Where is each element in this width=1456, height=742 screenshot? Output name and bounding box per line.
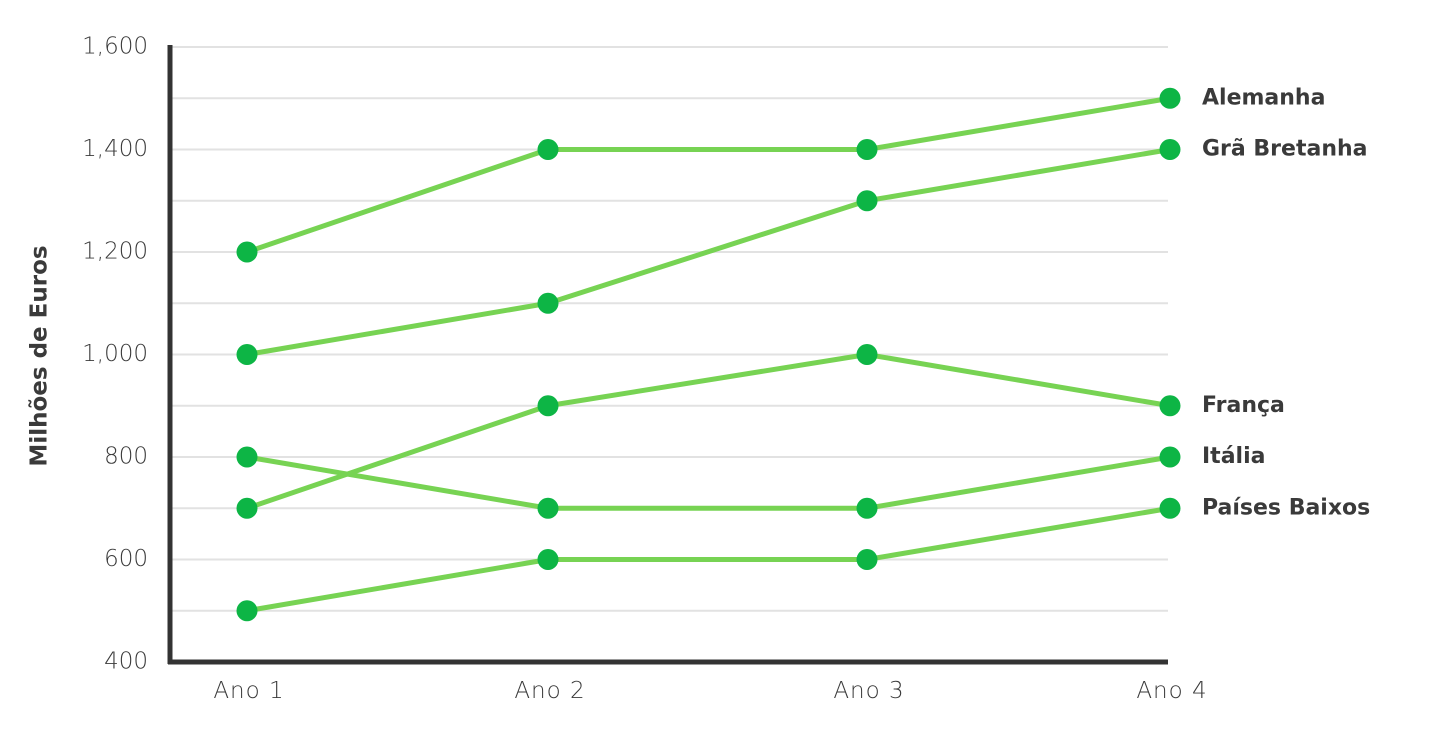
y-tick-label: 1,600 [82,34,148,60]
series-label: França [1202,393,1285,418]
y-tick-label: 1,000 [82,341,148,367]
y-axis-title: Milhões de Euros [27,245,53,466]
data-point [537,139,559,160]
data-point [1159,446,1181,468]
data-point [856,139,878,160]
series-label: Grã Bretanha [1202,137,1367,162]
data-point [537,292,559,314]
series-line [244,352,1173,511]
data-point [236,241,258,263]
series-line [244,95,1173,255]
series-line [244,505,1173,614]
data-point [537,497,559,519]
series-label: Países Baixos [1202,495,1370,520]
data-point [236,497,258,519]
data-point [537,549,559,570]
data-point [856,344,878,365]
series-label: Itália [1202,444,1265,469]
series-labels: Alemanha Grã Bretanha França Itália Países B… [1202,85,1370,520]
data-point [1159,497,1181,519]
x-tick-label: Ano 3 [833,678,904,704]
data-point [236,600,258,622]
y-tick-label: 1,400 [82,136,148,162]
y-tick-label: 600 [104,546,148,572]
data-point [236,344,258,365]
axes [167,45,1168,665]
x-axis-ticks: Ano 1 Ano 2 Ano 3 Ano 4 [213,678,1207,704]
data-point [856,497,878,519]
data-point [1159,139,1181,160]
data-point [537,395,559,417]
data-point [1159,395,1181,417]
series-lines [244,95,1173,614]
series-markers [236,87,1181,622]
data-point [236,446,258,468]
grid-lines [170,46,1168,612]
data-point [856,190,878,212]
data-point [856,549,878,570]
series-label: Alemanha [1202,85,1325,110]
y-tick-label: 800 [104,444,148,470]
y-tick-label: 1,200 [82,239,148,265]
series-line [244,454,1173,511]
series-line [244,147,1173,357]
x-tick-label: Ano 4 [1136,678,1207,704]
x-tick-label: Ano 1 [213,678,284,704]
y-axis-ticks: 400 600 800 1,000 1,200 1,400 1,600 [82,34,148,675]
data-point [1159,87,1181,109]
x-tick-label: Ano 2 [514,678,585,704]
y-tick-label: 400 [104,649,148,675]
